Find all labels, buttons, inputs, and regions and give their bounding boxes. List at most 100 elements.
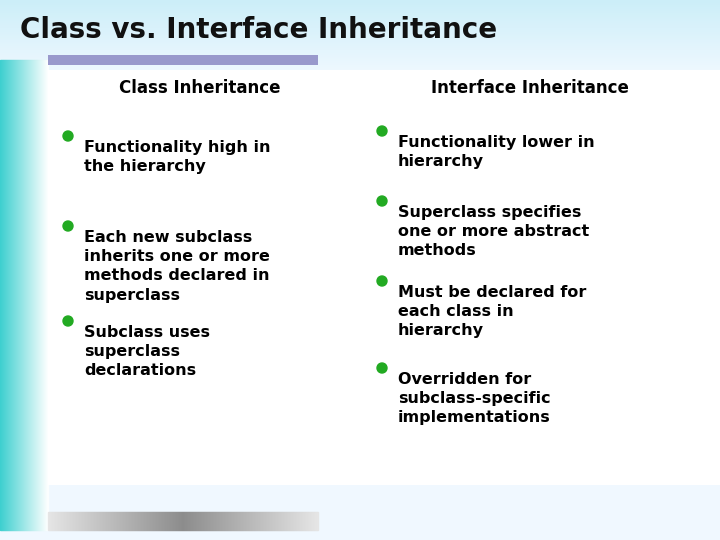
Bar: [0, 39, 720, 40]
Bar: [286, 512, 287, 530]
Bar: [146, 512, 147, 530]
Bar: [53, 512, 54, 530]
Bar: [0, 60, 1, 530]
Bar: [173, 512, 174, 530]
Bar: [156, 512, 157, 530]
Bar: [42, 60, 43, 530]
Bar: [111, 512, 112, 530]
Bar: [107, 512, 108, 530]
Bar: [22, 60, 23, 530]
Bar: [209, 512, 210, 530]
Bar: [114, 512, 115, 530]
Bar: [180, 512, 181, 530]
Bar: [97, 512, 98, 530]
Bar: [139, 512, 140, 530]
Bar: [0, 56, 720, 57]
Bar: [0, 35, 720, 36]
Bar: [62, 512, 63, 530]
Bar: [1, 60, 2, 530]
Bar: [105, 512, 106, 530]
Bar: [0, 59, 720, 60]
Circle shape: [377, 126, 387, 136]
Bar: [176, 512, 177, 530]
Bar: [43, 60, 44, 530]
Bar: [31, 60, 32, 530]
Bar: [189, 512, 190, 530]
Bar: [0, 6, 720, 7]
Bar: [277, 512, 278, 530]
Bar: [315, 512, 316, 530]
Bar: [179, 512, 180, 530]
Bar: [208, 512, 209, 530]
Bar: [9, 60, 10, 530]
Bar: [38, 60, 39, 530]
Text: Must be declared for
each class in
hierarchy: Must be declared for each class in hiera…: [398, 285, 586, 339]
Bar: [294, 512, 295, 530]
Bar: [235, 512, 236, 530]
Bar: [240, 512, 241, 530]
Bar: [204, 512, 205, 530]
Bar: [236, 512, 237, 530]
Bar: [98, 512, 99, 530]
Bar: [195, 512, 196, 530]
Bar: [309, 512, 310, 530]
Bar: [21, 60, 22, 530]
Bar: [0, 0, 720, 1]
Bar: [187, 512, 188, 530]
Bar: [0, 34, 720, 35]
Bar: [32, 60, 33, 530]
Bar: [251, 512, 252, 530]
Bar: [93, 512, 94, 530]
Bar: [28, 60, 29, 530]
Bar: [0, 25, 720, 26]
Bar: [255, 512, 256, 530]
Bar: [0, 12, 720, 13]
Bar: [0, 53, 720, 54]
Bar: [0, 14, 720, 15]
Bar: [219, 512, 220, 530]
Bar: [224, 512, 225, 530]
Bar: [17, 60, 18, 530]
Bar: [145, 512, 146, 530]
Bar: [0, 5, 720, 6]
Bar: [242, 512, 243, 530]
Bar: [144, 512, 145, 530]
Bar: [148, 512, 149, 530]
Bar: [18, 60, 19, 530]
Bar: [182, 512, 183, 530]
Bar: [184, 512, 185, 530]
Bar: [201, 512, 202, 530]
Bar: [0, 36, 720, 37]
Bar: [58, 512, 59, 530]
Bar: [308, 512, 309, 530]
Bar: [20, 60, 21, 530]
Bar: [0, 40, 720, 41]
Bar: [226, 512, 227, 530]
Bar: [70, 512, 71, 530]
Bar: [143, 512, 144, 530]
Bar: [106, 512, 107, 530]
Bar: [120, 512, 121, 530]
Bar: [101, 512, 102, 530]
Bar: [222, 512, 223, 530]
Bar: [3, 60, 4, 530]
Bar: [0, 55, 720, 56]
Bar: [74, 512, 75, 530]
Bar: [188, 512, 189, 530]
Bar: [142, 512, 143, 530]
Bar: [66, 512, 67, 530]
Bar: [141, 512, 142, 530]
Bar: [0, 37, 720, 38]
Bar: [164, 512, 165, 530]
Bar: [210, 512, 211, 530]
Bar: [54, 512, 55, 530]
Bar: [232, 512, 233, 530]
Bar: [268, 512, 269, 530]
Bar: [133, 512, 134, 530]
Bar: [238, 512, 239, 530]
Bar: [279, 512, 280, 530]
Bar: [121, 512, 122, 530]
Bar: [0, 9, 720, 10]
Bar: [260, 512, 261, 530]
Text: Class Inheritance: Class Inheritance: [120, 79, 281, 97]
